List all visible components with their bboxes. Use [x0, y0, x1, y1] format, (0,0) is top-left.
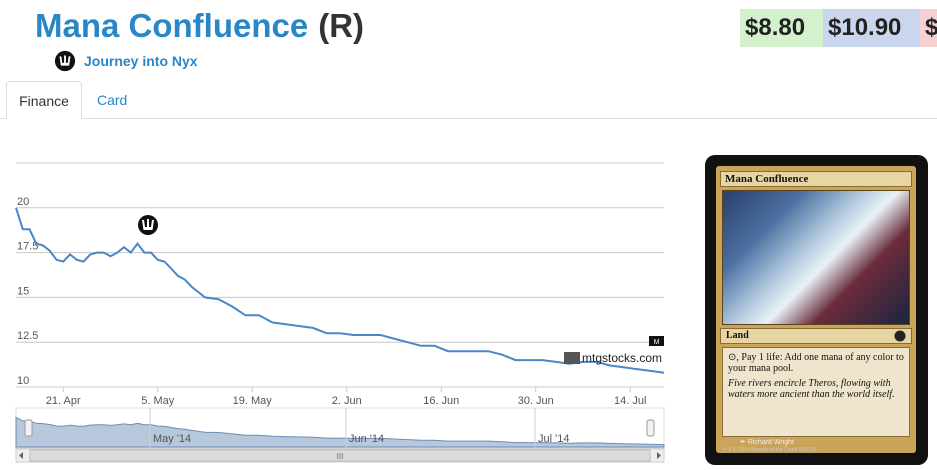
chart-navigator[interactable]: May '14 Jun '14 Jul '14	[15, 407, 665, 449]
card-legal: ™ & © 2014 Wizards of the Coast 163/165	[722, 447, 817, 453]
price-badge-low: $8.80	[740, 9, 823, 47]
y-tick-label: 10	[17, 375, 29, 387]
x-axis-ticks: 21. Apr 5. May 19. May 2. Jun 16. Jun 30. Jun…	[46, 387, 646, 407]
price-series-line	[15, 207, 665, 374]
navigator-left-handle[interactable]	[24, 419, 33, 437]
x-tick-label: 30. Jun	[518, 395, 554, 407]
svg-text:M: M	[654, 339, 660, 346]
y-tick-label: 17.5	[17, 241, 38, 253]
rarity-label: (R)	[318, 7, 365, 44]
scrollbar-thumb[interactable]	[29, 449, 651, 462]
chart-credit: mtgstocks.com	[564, 351, 662, 365]
card-flavor-text: Five rivers encircle Theros, flowing wit…	[728, 378, 895, 400]
card-art	[722, 190, 910, 325]
card-title: Mana Confluence (R)	[35, 6, 364, 46]
m14-set-marker[interactable]: M	[649, 336, 664, 346]
card-rules-text: ⊙, Pay 1 life: Add one mana of any color…	[728, 352, 904, 374]
card-image-type: Land	[720, 328, 912, 344]
card-artist: ✒ Richard Wright	[740, 439, 794, 446]
set-name-link[interactable]: Journey into Nyx	[84, 53, 198, 69]
scroll-right-arrow[interactable]	[657, 452, 661, 459]
y-tick-label: 12.5	[17, 330, 38, 342]
tab-finance[interactable]: Finance	[6, 81, 82, 119]
x-tick-label: 2. Jun	[332, 395, 362, 407]
card-image-name: Mana Confluence	[720, 171, 912, 187]
set-row: Journey into Nyx	[54, 50, 198, 72]
card-set-symbol-icon	[894, 330, 906, 342]
nav-label-jul: Jul '14	[538, 433, 569, 445]
nav-label-may: May '14	[153, 433, 191, 445]
nyx-set-icon	[54, 50, 76, 72]
tabs-divider	[0, 118, 937, 119]
set-release-marker[interactable]	[138, 215, 158, 235]
card-textbox: ⊙, Pay 1 life: Add one mana of any color…	[722, 347, 910, 437]
navigator-area	[15, 416, 665, 448]
x-tick-label: 21. Apr	[46, 395, 81, 407]
card-name-link[interactable]: Mana Confluence	[35, 7, 309, 44]
chart-grid	[16, 162, 664, 388]
x-tick-label: 19. May	[233, 395, 273, 407]
price-badge-avg: $10.90	[823, 9, 920, 47]
scroll-left-arrow[interactable]	[19, 452, 23, 459]
nav-label-jun: Jun '14	[349, 433, 384, 445]
x-tick-label: 14. Jul	[614, 395, 646, 407]
price-history-chart: 20 17.5 15 12.5 10 21. Apr 5. May 19. May 2. Ju…	[15, 162, 665, 463]
credit-text: mtgstocks.com	[582, 351, 662, 365]
chart-scrollbar[interactable]: III	[15, 448, 665, 463]
svg-text:III: III	[337, 452, 344, 461]
x-tick-label: 16. Jun	[423, 395, 459, 407]
x-tick-label: 5. May	[141, 395, 175, 407]
y-tick-label: 20	[17, 196, 29, 208]
tab-card[interactable]: Card	[97, 92, 128, 108]
navigator-right-handle[interactable]	[646, 419, 655, 437]
card-artist-name: Richard Wright	[747, 439, 794, 446]
price-badge-high: $	[920, 9, 937, 47]
y-tick-label: 15	[17, 285, 29, 297]
y-axis-ticks: 20 17.5 15 12.5 10	[17, 196, 38, 387]
